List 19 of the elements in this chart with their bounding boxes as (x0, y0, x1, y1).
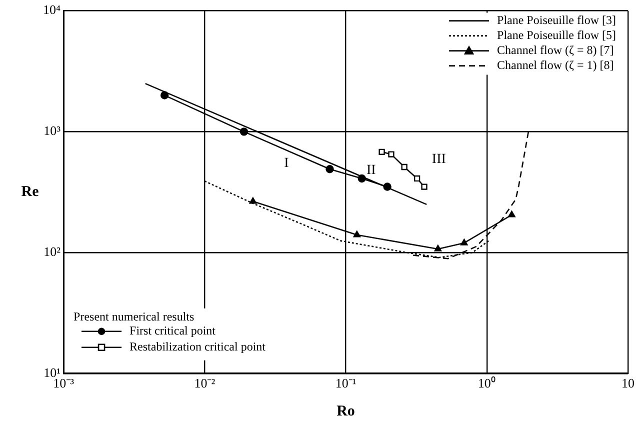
x-tick-label: 10⁻¹ (335, 376, 356, 391)
legend-label: Channel flow (ζ = 8) [7] (497, 42, 614, 57)
annotation: III (432, 152, 446, 168)
y-tick-label: 10⁴ (42, 2, 61, 18)
legend-label: First critical point (130, 324, 216, 338)
x-axis-title: Ro (336, 403, 355, 420)
y-tick-label: 10³ (44, 123, 61, 138)
y-tick-label: 10² (44, 244, 61, 259)
x-tick-label: 10⁻² (194, 376, 216, 391)
legend-label: Restabilization critical point (130, 340, 266, 354)
legend-label: Channel flow (ζ = 1) [8] (497, 58, 614, 72)
x-tick-label: 10⁰ (478, 376, 496, 391)
annotation: II (366, 163, 376, 178)
legend-label: Plane Poiseuille flow [3] (497, 12, 616, 27)
legend-label: Plane Poiseuille flow [5] (497, 28, 616, 42)
x-tick-label: 10 (622, 376, 634, 391)
y-axis-title: Re (21, 184, 40, 200)
annotation: I (284, 156, 290, 171)
legend-title: Present numerical results (74, 310, 194, 324)
